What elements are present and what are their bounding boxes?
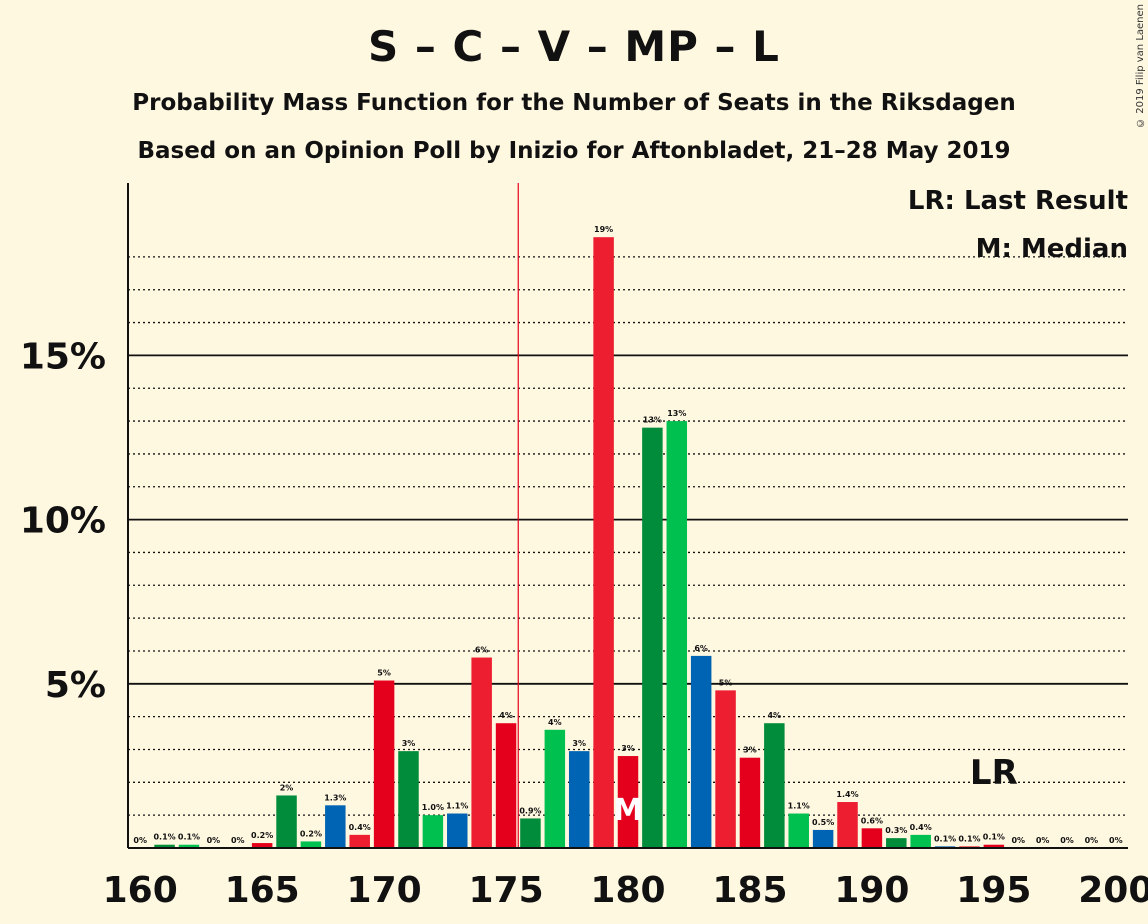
bar-data-label: 0.1% — [178, 833, 200, 842]
bar-data-label: 0.3% — [885, 826, 907, 835]
bar-seat-183 — [690, 655, 712, 848]
bar-seat-180 — [617, 756, 639, 848]
bar-seat-166 — [276, 795, 297, 848]
bar-seat-171 — [398, 751, 419, 848]
bar-seat-182 — [666, 421, 688, 848]
chart-subtitle-1: Probability Mass Function for the Number… — [132, 90, 1016, 116]
bar-data-label: 0% — [1085, 836, 1099, 845]
bar-seat-169 — [349, 834, 370, 848]
bar-data-label: 3% — [402, 739, 416, 748]
bar-seat-177 — [544, 729, 566, 848]
y-tick-label: 5% — [45, 665, 106, 706]
bar-seat-162 — [178, 844, 200, 848]
bar-data-label: 0% — [1109, 836, 1123, 845]
x-tick-label: 180 — [590, 870, 665, 911]
x-tick-label: 200 — [1078, 870, 1148, 911]
bar-data-label: 5% — [719, 678, 733, 687]
bar-data-label: 6% — [475, 646, 489, 655]
bar-data-label: 4% — [499, 711, 513, 720]
bar-seat-191 — [886, 838, 907, 848]
bar-seat-170 — [373, 680, 395, 848]
bar-seat-176 — [520, 818, 541, 848]
marker-group: M LR — [517, 183, 1018, 848]
bar-seat-188 — [812, 829, 834, 848]
bar-data-label: 0.4% — [910, 823, 932, 832]
bar-data-label: 0% — [1036, 836, 1050, 845]
bar-data-label: 0.2% — [251, 831, 273, 840]
bar-data-label: 19% — [594, 225, 613, 234]
bar-data-label: 1.0% — [422, 803, 444, 812]
bar-seat-185 — [739, 757, 761, 848]
bar-data-label: 1.3% — [324, 793, 346, 802]
y-tick-label: 15% — [20, 336, 106, 377]
bar-data-label: 0.1% — [934, 834, 956, 843]
chart-title: S – C – V – MP – L — [368, 22, 780, 71]
bar-seat-167 — [300, 841, 322, 848]
x-tick-label: 160 — [103, 870, 178, 911]
bar-data-label: 0% — [1011, 836, 1025, 845]
bar-seat-184 — [715, 690, 736, 848]
bar-seat-186 — [764, 723, 785, 848]
bar-data-label: 0.6% — [861, 816, 883, 825]
bar-seat-195 — [983, 844, 1005, 848]
bar-data-label: 0% — [133, 836, 147, 845]
bar-data-label: 6% — [694, 644, 708, 653]
bars-group: 0% 0.1% 0.1% 0% 0%0.2%2%0.2%1.3%0.4%5%3%1.0%… — [133, 225, 1123, 848]
bar-seat-190 — [861, 828, 883, 848]
x-tick-label: 175 — [468, 870, 543, 911]
chart-subtitle-2: Based on an Opinion Poll by Inizio for A… — [137, 138, 1011, 164]
bar-seat-178 — [568, 751, 590, 848]
bar-data-label: 4% — [768, 711, 782, 720]
bar-data-label: 1.1% — [788, 802, 810, 811]
x-tick-label: 185 — [712, 870, 787, 911]
bar-seat-175 — [495, 723, 517, 848]
bar-data-label: 1.1% — [446, 802, 468, 811]
bar-seat-192 — [910, 834, 931, 848]
bar-data-label: 4% — [548, 718, 562, 727]
bar-data-label: 5% — [377, 669, 391, 678]
bar-data-label: 0.4% — [349, 823, 371, 832]
bar-data-label: 13% — [667, 409, 686, 418]
bar-data-label: 0.1% — [958, 834, 980, 843]
median-marker: M — [613, 793, 643, 828]
bar-seat-173 — [447, 813, 468, 848]
axes-group: 5% 10% 15% 160 165 170 175 180 185 190 195 200 — [20, 183, 1148, 911]
bar-data-label: 0% — [1060, 836, 1074, 845]
bar-data-label: 1.4% — [836, 790, 858, 799]
bar-seat-172 — [422, 815, 444, 848]
last-result-marker: LR — [970, 753, 1018, 793]
legend-last-result: LR: Last Result — [908, 186, 1128, 216]
bar-seat-181 — [642, 427, 663, 848]
bar-seat-161 — [154, 844, 175, 848]
bar-seat-174 — [471, 657, 492, 848]
bar-data-label: 13% — [643, 416, 662, 425]
bar-seat-165 — [251, 843, 273, 848]
grid-lines — [128, 256, 1128, 816]
bar-data-label: 2% — [280, 783, 294, 792]
bar-seat-168 — [325, 805, 346, 848]
bar-data-label: 0.1% — [153, 833, 175, 842]
bar-data-label: 3% — [743, 746, 757, 755]
bar-data-label: 0.1% — [983, 833, 1005, 842]
bar-data-label: 0.2% — [300, 829, 322, 838]
bar-data-label: 0% — [231, 836, 245, 845]
x-tick-label: 170 — [347, 870, 422, 911]
bar-data-label: 0.5% — [812, 818, 834, 827]
x-tick-label: 190 — [834, 870, 909, 911]
bar-data-label: 3% — [572, 739, 586, 748]
x-tick-label: 165 — [225, 870, 300, 911]
bar-data-label: 3% — [621, 744, 635, 753]
x-tick-label: 195 — [956, 870, 1031, 911]
bar-data-label: 0% — [207, 836, 221, 845]
bar-data-label: 0.9% — [519, 806, 541, 815]
legend-median: M: Median — [976, 234, 1128, 264]
y-tick-label: 10% — [20, 501, 106, 542]
bar-seat-187 — [788, 813, 809, 848]
bar-seat-189 — [837, 802, 858, 848]
bar-seat-179 — [593, 237, 614, 848]
